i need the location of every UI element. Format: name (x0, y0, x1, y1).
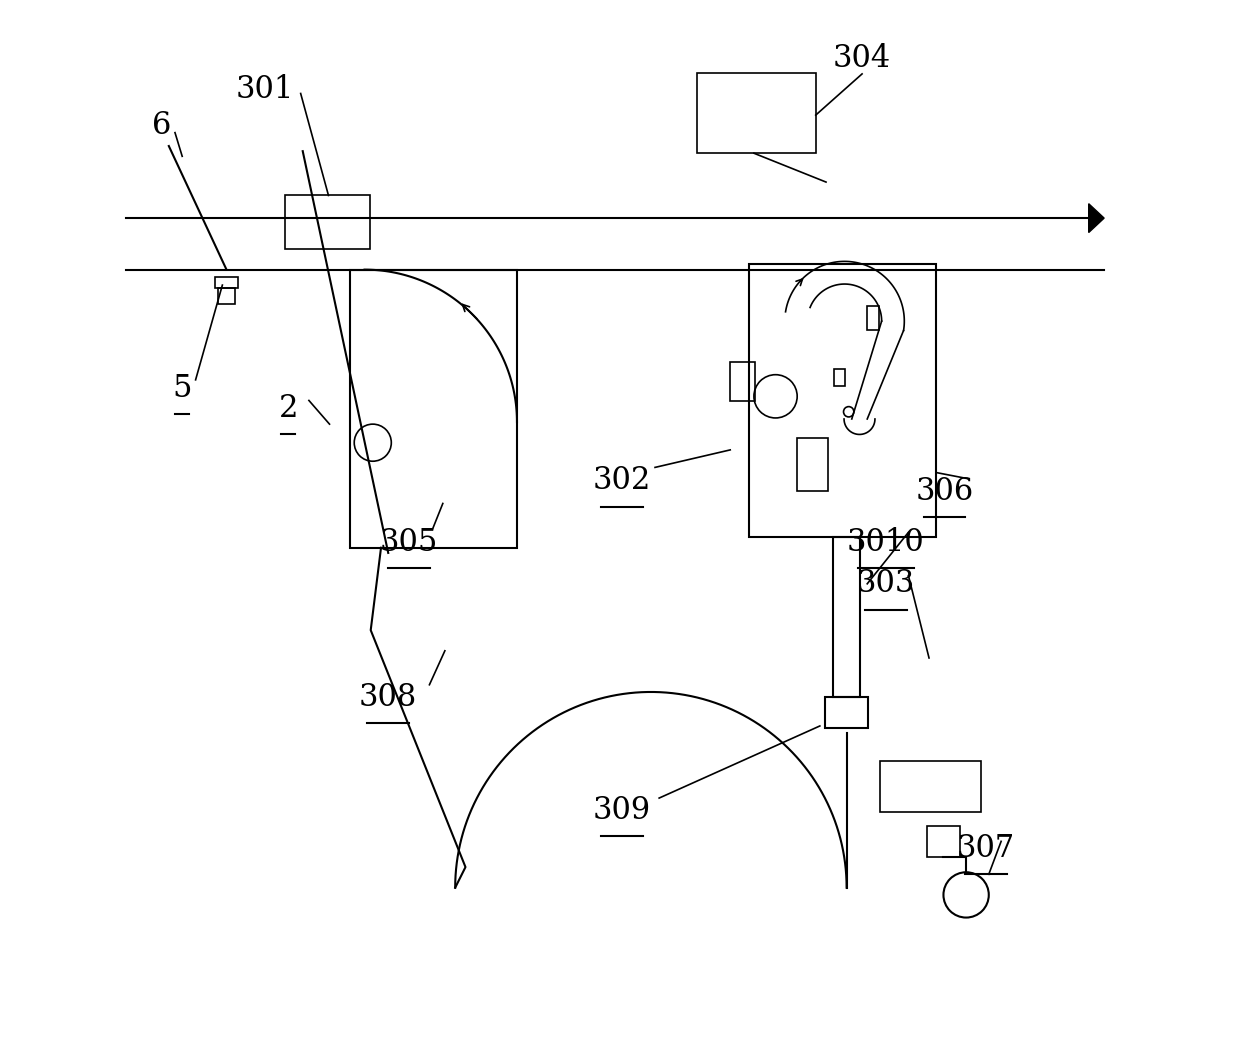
Bar (216, 277, 238, 288)
Bar (749, 264, 936, 538)
Bar (879, 761, 981, 812)
Text: 3010: 3010 (847, 527, 925, 559)
Text: 304: 304 (833, 43, 892, 74)
Text: 303: 303 (857, 568, 915, 599)
Bar (218, 288, 234, 304)
Text: 302: 302 (593, 466, 651, 496)
Text: 2: 2 (279, 394, 298, 424)
Text: 306: 306 (915, 476, 973, 506)
Polygon shape (1089, 204, 1104, 233)
Text: 301: 301 (236, 74, 294, 104)
Bar (350, 269, 517, 548)
Bar (928, 826, 960, 857)
Bar (867, 306, 879, 330)
Bar (833, 538, 861, 697)
Text: 307: 307 (956, 833, 1014, 864)
Bar (797, 437, 828, 491)
Bar (730, 362, 755, 402)
Bar (835, 369, 844, 386)
Text: 305: 305 (379, 527, 438, 559)
Text: 5: 5 (172, 373, 192, 404)
Bar (285, 195, 370, 250)
Bar (825, 697, 868, 728)
Bar (697, 73, 816, 153)
Text: 309: 309 (593, 794, 651, 826)
Text: 308: 308 (360, 682, 418, 713)
Text: 6: 6 (153, 110, 171, 141)
